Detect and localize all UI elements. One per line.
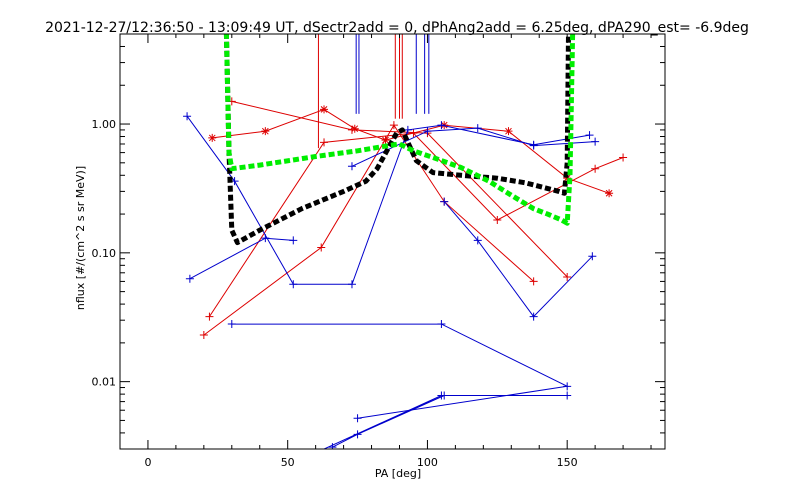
x-axis-label: PA [deg] — [375, 467, 421, 480]
series-2-point-4 — [493, 215, 502, 224]
series-8-point-1 — [440, 197, 449, 206]
plot-frame — [119, 33, 666, 450]
series-3-point-1 — [208, 133, 217, 142]
series-7-point-2 — [423, 127, 432, 136]
series-10-point-6 — [328, 443, 337, 449]
series-10-point-4 — [440, 391, 449, 400]
series-9-point-3 — [563, 382, 572, 391]
x-tick-label: 100 — [417, 456, 438, 469]
series-7-point-5 — [591, 137, 600, 146]
series-2-point-6 — [619, 153, 628, 162]
series-1-point-5 — [529, 277, 538, 286]
y-axis-label: nflux [#/(cm^2 s sr MeV)] — [74, 166, 87, 310]
series-9-point-4 — [353, 414, 362, 423]
series-6-point-2 — [261, 234, 270, 243]
series-8-point-4 — [588, 252, 597, 261]
plot-data-layer — [183, 34, 628, 463]
series-4-point-4 — [563, 272, 572, 281]
series-12-line — [223, 34, 576, 226]
series-2-point-1 — [205, 312, 214, 321]
series-10-line — [322, 395, 568, 449]
series-6-point-3 — [289, 236, 298, 245]
series-8-point-3 — [529, 312, 538, 321]
series-9-point-2 — [437, 320, 446, 329]
series-5-point-5 — [403, 125, 412, 134]
series-2-point-5 — [591, 164, 600, 173]
series-3-point-2 — [261, 127, 270, 136]
series-1-point-2 — [317, 243, 326, 252]
series-11-line — [223, 34, 571, 246]
series-4-point-2 — [347, 125, 356, 134]
series-3-point-3 — [320, 105, 329, 114]
series-7-point-1 — [347, 162, 356, 171]
series-5-point-8 — [585, 131, 594, 140]
series-1-point-3 — [389, 121, 398, 130]
series-3-point-8 — [563, 174, 572, 183]
x-tick-label: 50 — [281, 456, 295, 469]
series-5-point-6 — [437, 121, 446, 130]
series-3-point-4 — [350, 124, 359, 133]
series-1-line — [203, 124, 534, 336]
series-3-point-7 — [504, 127, 513, 136]
series-8-line — [443, 201, 593, 318]
y-tick-label: 0.01 — [92, 376, 117, 389]
series-9-line — [231, 323, 569, 419]
y-tick-label: 0.10 — [92, 247, 117, 260]
series-6-line — [189, 237, 294, 280]
series-1-point-1 — [199, 331, 208, 340]
series-5-point-1 — [183, 112, 192, 121]
axis-ticks: 0 50 100 150 0.01 0.10 1.00 — [92, 33, 665, 469]
series-8-point-2 — [473, 236, 482, 245]
series-10-point-5 — [353, 430, 362, 439]
series-2-line — [208, 132, 624, 317]
series-7-point-3 — [473, 124, 482, 133]
y-tick-label: 1.00 — [92, 118, 117, 131]
series-4-line — [231, 100, 568, 278]
x-tick-label: 0 — [144, 456, 151, 469]
series-6-point-1 — [185, 274, 194, 283]
series-7-point-4 — [529, 141, 538, 150]
series-5-line — [186, 115, 590, 285]
series-10-point-1 — [298, 455, 306, 463]
x-tick-label: 150 — [557, 456, 578, 469]
series-3-point-9 — [605, 189, 614, 198]
series-5-point-4 — [347, 280, 356, 289]
series-9-point-1 — [227, 320, 236, 329]
series-3-point-5 — [381, 136, 390, 145]
chart-title: 2021-12-27/12:36:50 - 13:09:49 UT, dSect… — [45, 20, 749, 36]
series-10-point-3 — [563, 391, 572, 400]
series-2-point-2 — [320, 138, 329, 147]
series-5-point-3 — [289, 280, 298, 289]
